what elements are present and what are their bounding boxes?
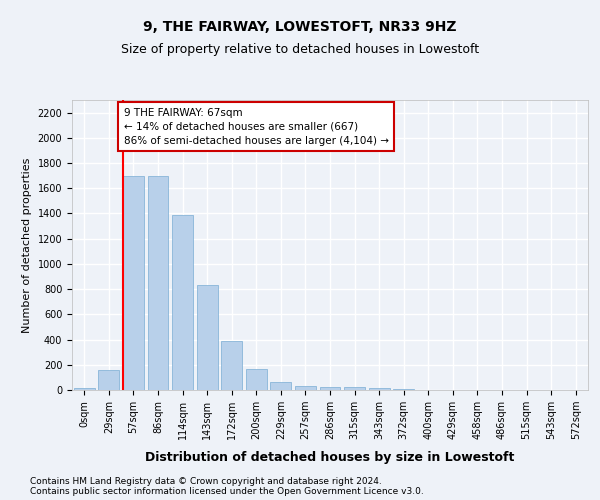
Bar xyxy=(98,370,119,390)
Bar xyxy=(393,388,414,390)
Text: Contains public sector information licensed under the Open Government Licence v3: Contains public sector information licen… xyxy=(30,487,424,496)
Bar xyxy=(221,341,242,390)
Bar xyxy=(271,382,292,390)
Bar xyxy=(320,387,340,390)
Bar xyxy=(74,388,95,390)
Bar xyxy=(344,387,365,390)
Bar xyxy=(172,214,193,390)
Bar xyxy=(197,284,218,390)
Text: Size of property relative to detached houses in Lowestoft: Size of property relative to detached ho… xyxy=(121,42,479,56)
Text: Distribution of detached houses by size in Lowestoft: Distribution of detached houses by size … xyxy=(145,451,515,464)
Bar xyxy=(123,176,144,390)
Bar xyxy=(295,386,316,390)
Text: 9, THE FAIRWAY, LOWESTOFT, NR33 9HZ: 9, THE FAIRWAY, LOWESTOFT, NR33 9HZ xyxy=(143,20,457,34)
Text: Contains HM Land Registry data © Crown copyright and database right 2024.: Contains HM Land Registry data © Crown c… xyxy=(30,477,382,486)
Bar xyxy=(368,388,389,390)
Text: 9 THE FAIRWAY: 67sqm
← 14% of detached houses are smaller (667)
86% of semi-deta: 9 THE FAIRWAY: 67sqm ← 14% of detached h… xyxy=(124,108,389,146)
Bar xyxy=(246,369,267,390)
Bar xyxy=(148,176,169,390)
Y-axis label: Number of detached properties: Number of detached properties xyxy=(22,158,32,332)
